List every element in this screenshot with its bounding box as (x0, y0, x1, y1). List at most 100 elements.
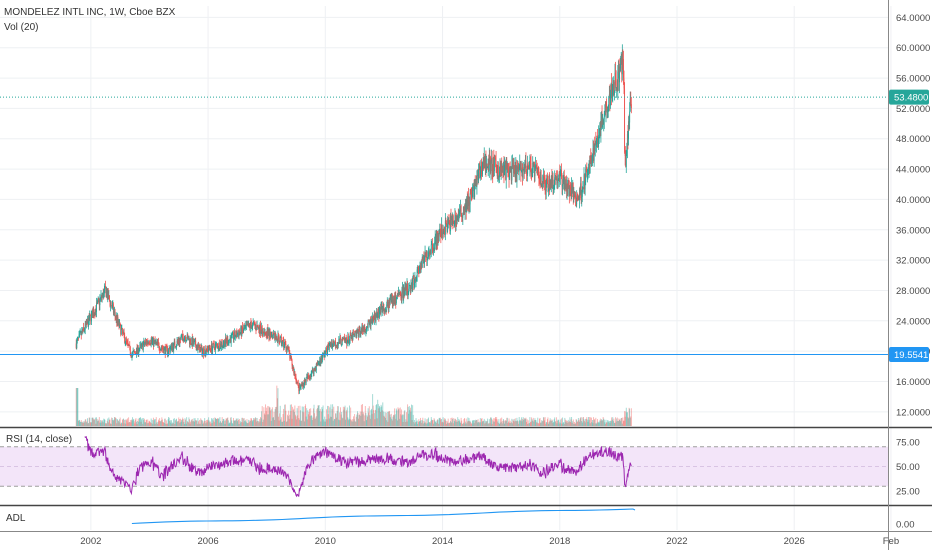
candle-body (384, 309, 385, 313)
candle-body (329, 343, 331, 345)
volume-bar (536, 422, 538, 426)
candle-body (576, 195, 578, 199)
candle-body (359, 331, 361, 336)
volume-bar (139, 417, 141, 426)
volume-bar (369, 415, 371, 426)
volume-bar (499, 422, 501, 426)
price-tick-label: 32.0000 (896, 256, 930, 267)
volume-bar (604, 423, 606, 426)
price-tick-label: 24.0000 (896, 316, 930, 327)
candle-body (275, 337, 277, 339)
volume-bar (181, 420, 183, 426)
candle-body (453, 220, 455, 224)
volume-bar (205, 423, 207, 426)
volume-bar (364, 415, 366, 426)
volume-bar (572, 421, 574, 426)
candle-body (500, 162, 502, 172)
candle-body (345, 338, 347, 340)
candle-body (478, 166, 480, 171)
volume-bar (346, 407, 348, 426)
volume-bar (472, 420, 474, 426)
volume-bar (92, 417, 94, 426)
volume-bar (165, 420, 167, 426)
rsi-legend[interactable]: RSI (14, close) (6, 434, 72, 445)
candle-body (80, 332, 82, 336)
candle-body (138, 351, 140, 354)
volume-bar (288, 410, 290, 426)
adl-pane[interactable]: 0.00 ADL (6, 508, 915, 531)
volume-bar (603, 419, 605, 426)
volume-bar (409, 409, 411, 426)
candle-body (502, 170, 504, 171)
volume-bar (506, 417, 508, 426)
volume-bar (582, 417, 584, 426)
volume-bar (500, 421, 502, 426)
volume-bar (305, 416, 307, 426)
candle-body (298, 385, 300, 392)
volume-bar (548, 422, 550, 426)
volume-bar (142, 423, 144, 426)
volume-bar (119, 417, 121, 426)
volume-bar (617, 420, 619, 426)
volume-bar (493, 418, 495, 426)
candle-body (201, 346, 203, 355)
candle-body (416, 276, 418, 280)
candle-body (553, 185, 555, 188)
volume-bar (590, 417, 592, 426)
volume-bar (458, 420, 460, 426)
volume-bar (297, 405, 299, 426)
candle-body (101, 295, 103, 299)
symbol-title[interactable]: MONDELEZ INTL INC, 1W, Cboe BZX (4, 7, 176, 18)
candle-body (284, 343, 286, 345)
volume-bar (355, 416, 357, 426)
volume-bar (227, 417, 229, 426)
volume-bar (442, 421, 443, 426)
volume-bar (77, 388, 79, 426)
volume-bar (192, 421, 194, 426)
candle-body (518, 167, 520, 172)
volume-bar (577, 421, 579, 426)
volume-bar (518, 417, 520, 426)
candle-body (545, 181, 547, 192)
volume-bar (367, 416, 369, 426)
candle-body (342, 337, 344, 339)
candle-body (479, 166, 481, 179)
candle-body (251, 325, 252, 329)
volume-bar (88, 422, 90, 426)
candle-body (291, 360, 293, 366)
volume-bar (612, 421, 614, 426)
volume-bar (125, 423, 127, 426)
candle-body (406, 283, 408, 290)
candle-body (561, 175, 563, 187)
adl-legend[interactable]: ADL (6, 513, 26, 524)
candle-body (374, 315, 376, 318)
volume-bar (288, 418, 290, 426)
adl-axis[interactable]: 0.00 (896, 520, 915, 531)
candle-body (402, 287, 404, 298)
volume-bar (586, 419, 588, 426)
candle-body (435, 235, 437, 238)
volume-bar (211, 423, 213, 426)
candle-body (118, 320, 119, 323)
volume-bar (492, 419, 494, 426)
candle-body (311, 370, 313, 374)
time-axis[interactable]: 2002 2006 2010 2014 2018 2022 2026 Feb (80, 536, 899, 547)
volume-bar (81, 422, 83, 426)
candle-body (184, 337, 186, 339)
candle-body (523, 167, 525, 173)
volume-bar (505, 420, 507, 426)
candle-body (415, 279, 417, 282)
price-pane[interactable]: 64.000060.000056.000052.000048.000044.00… (0, 6, 930, 530)
volume-bar (159, 418, 161, 426)
volume-bar (395, 408, 397, 426)
candle-body (227, 343, 229, 344)
candle-body (362, 325, 363, 332)
volume-legend[interactable]: Vol (20) (4, 22, 38, 33)
volume-bar (387, 411, 389, 426)
volume-bar (478, 422, 480, 426)
candle-body (540, 177, 542, 184)
